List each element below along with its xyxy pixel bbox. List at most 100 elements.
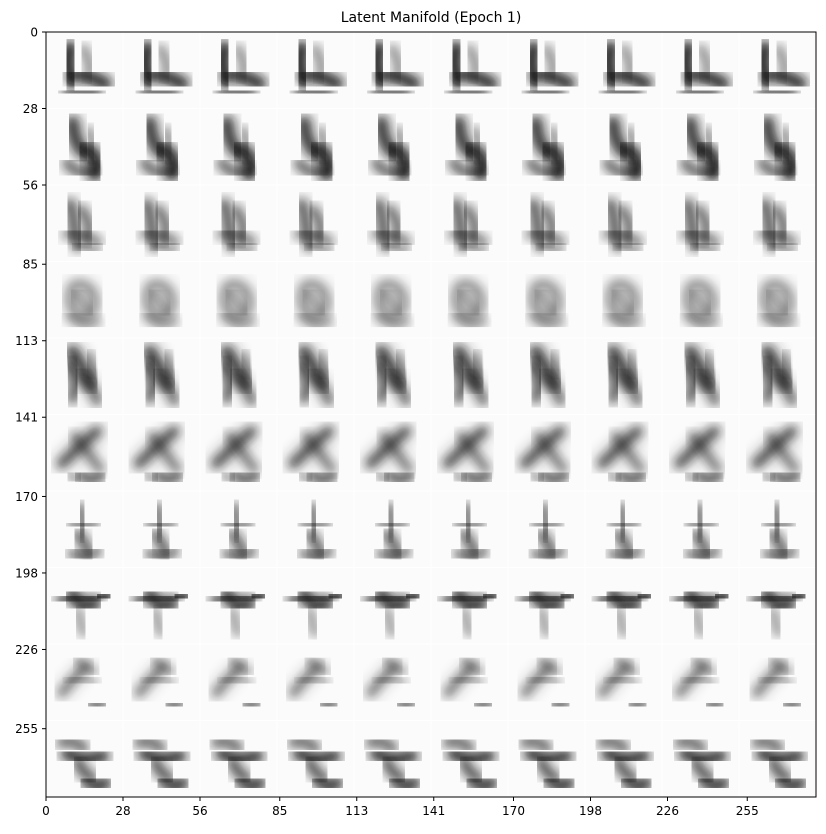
tile-stroke-1	[221, 589, 255, 611]
tile-stroke-3	[769, 241, 796, 253]
tile-stroke-2	[217, 158, 253, 177]
tile-stroke-1	[149, 291, 170, 314]
tile-stroke-1	[766, 432, 799, 473]
tile-stroke-2	[526, 158, 562, 177]
tile-stroke-3	[143, 471, 159, 483]
tile-stroke-2	[680, 229, 719, 247]
tile-stroke-3	[609, 546, 642, 561]
manifold-tile-r2-c2	[200, 185, 277, 261]
manifold-tile-r5-c5	[431, 415, 508, 491]
tile-stroke-0	[135, 737, 165, 753]
manifold-tile-r8-c1	[123, 644, 200, 720]
manifold-tile-r7-c3	[277, 568, 354, 644]
manifold-tile-r8-c0	[46, 644, 123, 720]
tile-stroke-3	[460, 607, 474, 637]
tile-stroke-1	[534, 432, 567, 473]
manifold-tile-r7-c0	[46, 568, 123, 644]
manifold-tile-r9-c6	[508, 721, 585, 797]
manifold-tile-r1-c0	[46, 109, 123, 185]
tile-stroke-2	[712, 590, 731, 603]
y-tick-label: 0	[30, 26, 38, 40]
tile-stroke-1	[152, 657, 175, 675]
manifold-tile-r6-c8	[662, 491, 739, 567]
tile-stroke-1	[377, 519, 408, 530]
manifold-tile-r8-c5	[431, 644, 508, 720]
chart-title: Latent Manifold (Epoch 1)	[341, 10, 522, 26]
tile-stroke-3	[467, 775, 497, 791]
tile-stroke-2	[63, 158, 99, 177]
tile-stroke-1	[226, 432, 258, 473]
manifold-tile-r4-c6	[508, 338, 585, 414]
tile-stroke-1	[74, 657, 98, 675]
manifold-tile-r9-c8	[662, 721, 739, 797]
tile-stroke-3	[375, 471, 391, 483]
manifold-tile-r9-c5	[431, 721, 508, 797]
tile-stroke-2	[684, 675, 716, 686]
tile-stroke-3	[452, 471, 468, 483]
manifold-tile-r9-c3	[277, 721, 354, 797]
x-tick-label: 0	[42, 804, 50, 818]
manifold-tile-r4-c1	[123, 338, 200, 414]
tile-stroke-3	[471, 351, 484, 377]
manifold-tile-r2-c6	[508, 185, 585, 261]
tile-stroke-3	[466, 45, 480, 80]
tile-stroke-3	[550, 699, 570, 710]
tile-stroke-3	[782, 699, 802, 710]
manifold-tile-r4-c0	[46, 338, 123, 414]
tile-stroke-1	[460, 657, 484, 675]
x-axis: 0 28 56 85 113 141 170 198 226 255	[42, 797, 759, 818]
x-tick-label: 170	[502, 804, 525, 818]
manifold-tile-r2-c3	[277, 185, 354, 261]
tile-stroke-3	[162, 127, 174, 162]
tile-stroke-1	[538, 657, 561, 675]
tile-stroke-1	[689, 432, 722, 473]
tile-stroke-2	[530, 675, 561, 686]
manifold-tile-r9-c9	[739, 721, 816, 797]
tile-stroke-3	[537, 241, 564, 253]
tile-stroke-3	[311, 45, 326, 80]
tile-stroke-2	[761, 675, 793, 686]
tile-stroke-3	[454, 546, 488, 561]
tile-stroke-3	[85, 127, 97, 162]
tile-stroke-2	[143, 312, 178, 328]
tile-stroke-3	[692, 241, 719, 253]
manifold-tile-r9-c2	[200, 721, 277, 797]
tile-stroke-3	[531, 546, 565, 561]
tile-stroke-0	[366, 737, 397, 753]
tile-stroke-1	[306, 657, 330, 675]
manifold-tile-r3-c5	[431, 262, 508, 338]
tile-stroke-2	[617, 371, 642, 405]
tile-stroke-2	[684, 312, 719, 328]
tile-stroke-1	[769, 657, 793, 675]
tile-stroke-1	[223, 519, 253, 530]
manifold-tile-r8-c6	[508, 644, 585, 720]
tile-stroke-0	[521, 737, 551, 753]
tile-stroke-2	[452, 675, 484, 686]
tile-stroke-0	[598, 737, 629, 753]
manifold-tile-r2-c9	[739, 185, 816, 261]
manifold-tile-r6-c7	[585, 491, 662, 567]
tile-stroke-2	[220, 312, 256, 328]
y-tick-label: 141	[15, 411, 38, 425]
tile-stroke-3	[530, 471, 545, 483]
tile-stroke-2	[529, 312, 564, 328]
tile-stroke-2	[449, 229, 488, 247]
tile-stroke-2	[371, 86, 411, 97]
tile-stroke-2	[298, 675, 330, 686]
manifold-tile-r1-c6	[508, 109, 585, 185]
tile-stroke-2	[449, 158, 485, 177]
tile-stroke-2	[230, 371, 256, 405]
manifold-tile-r7-c8	[662, 568, 739, 644]
tile-stroke-2	[375, 675, 407, 686]
tile-stroke-3	[537, 607, 551, 637]
manifold-tile-r6-c5	[431, 491, 508, 567]
manifold-tile-r4-c5	[431, 338, 508, 414]
tile-stroke-2	[66, 312, 101, 328]
manifold-tile-r7-c2	[200, 568, 277, 644]
tile-stroke-3	[607, 471, 622, 483]
manifold-tile-r2-c1	[123, 185, 200, 261]
manifold-tile-r8-c7	[585, 644, 662, 720]
manifold-tile-r1-c4	[354, 109, 431, 185]
manifold-tile-r0-c9	[739, 32, 816, 108]
